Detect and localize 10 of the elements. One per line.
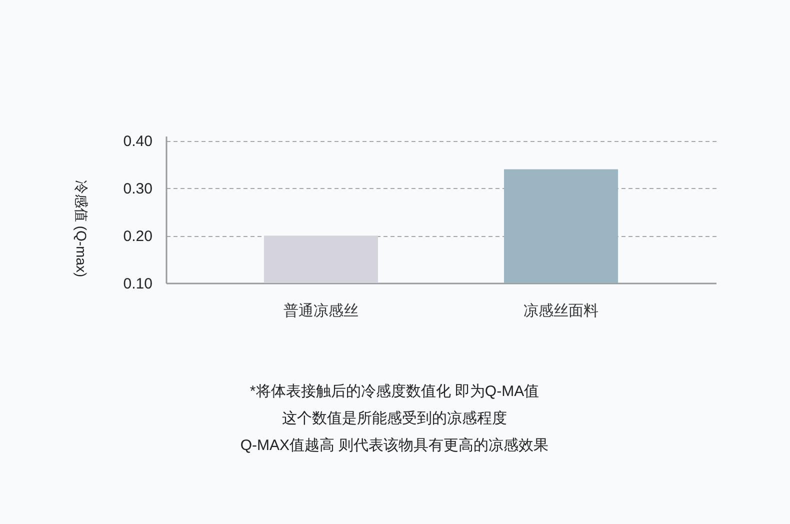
y-tick-label: 0.40: [123, 133, 152, 150]
y-tick-label: 0.30: [123, 180, 152, 198]
text: *将体表接触后的冷感度数值化 即为Q-MA值: [250, 383, 540, 400]
x-tick-label: 凉感丝面料: [524, 302, 599, 320]
text: Q-MAX值越高 则代表该物具有更高的凉感效果: [240, 437, 549, 454]
y-tick-label: 0.20: [123, 228, 152, 246]
y-tick-label: 0.10: [123, 276, 152, 292]
y-axis-title: 冷感值 (Q-max): [74, 180, 90, 278]
x-tick-label: 普通凉感丝: [283, 302, 358, 320]
text: 这个数值是所能感受到的凉感程度: [282, 410, 507, 427]
